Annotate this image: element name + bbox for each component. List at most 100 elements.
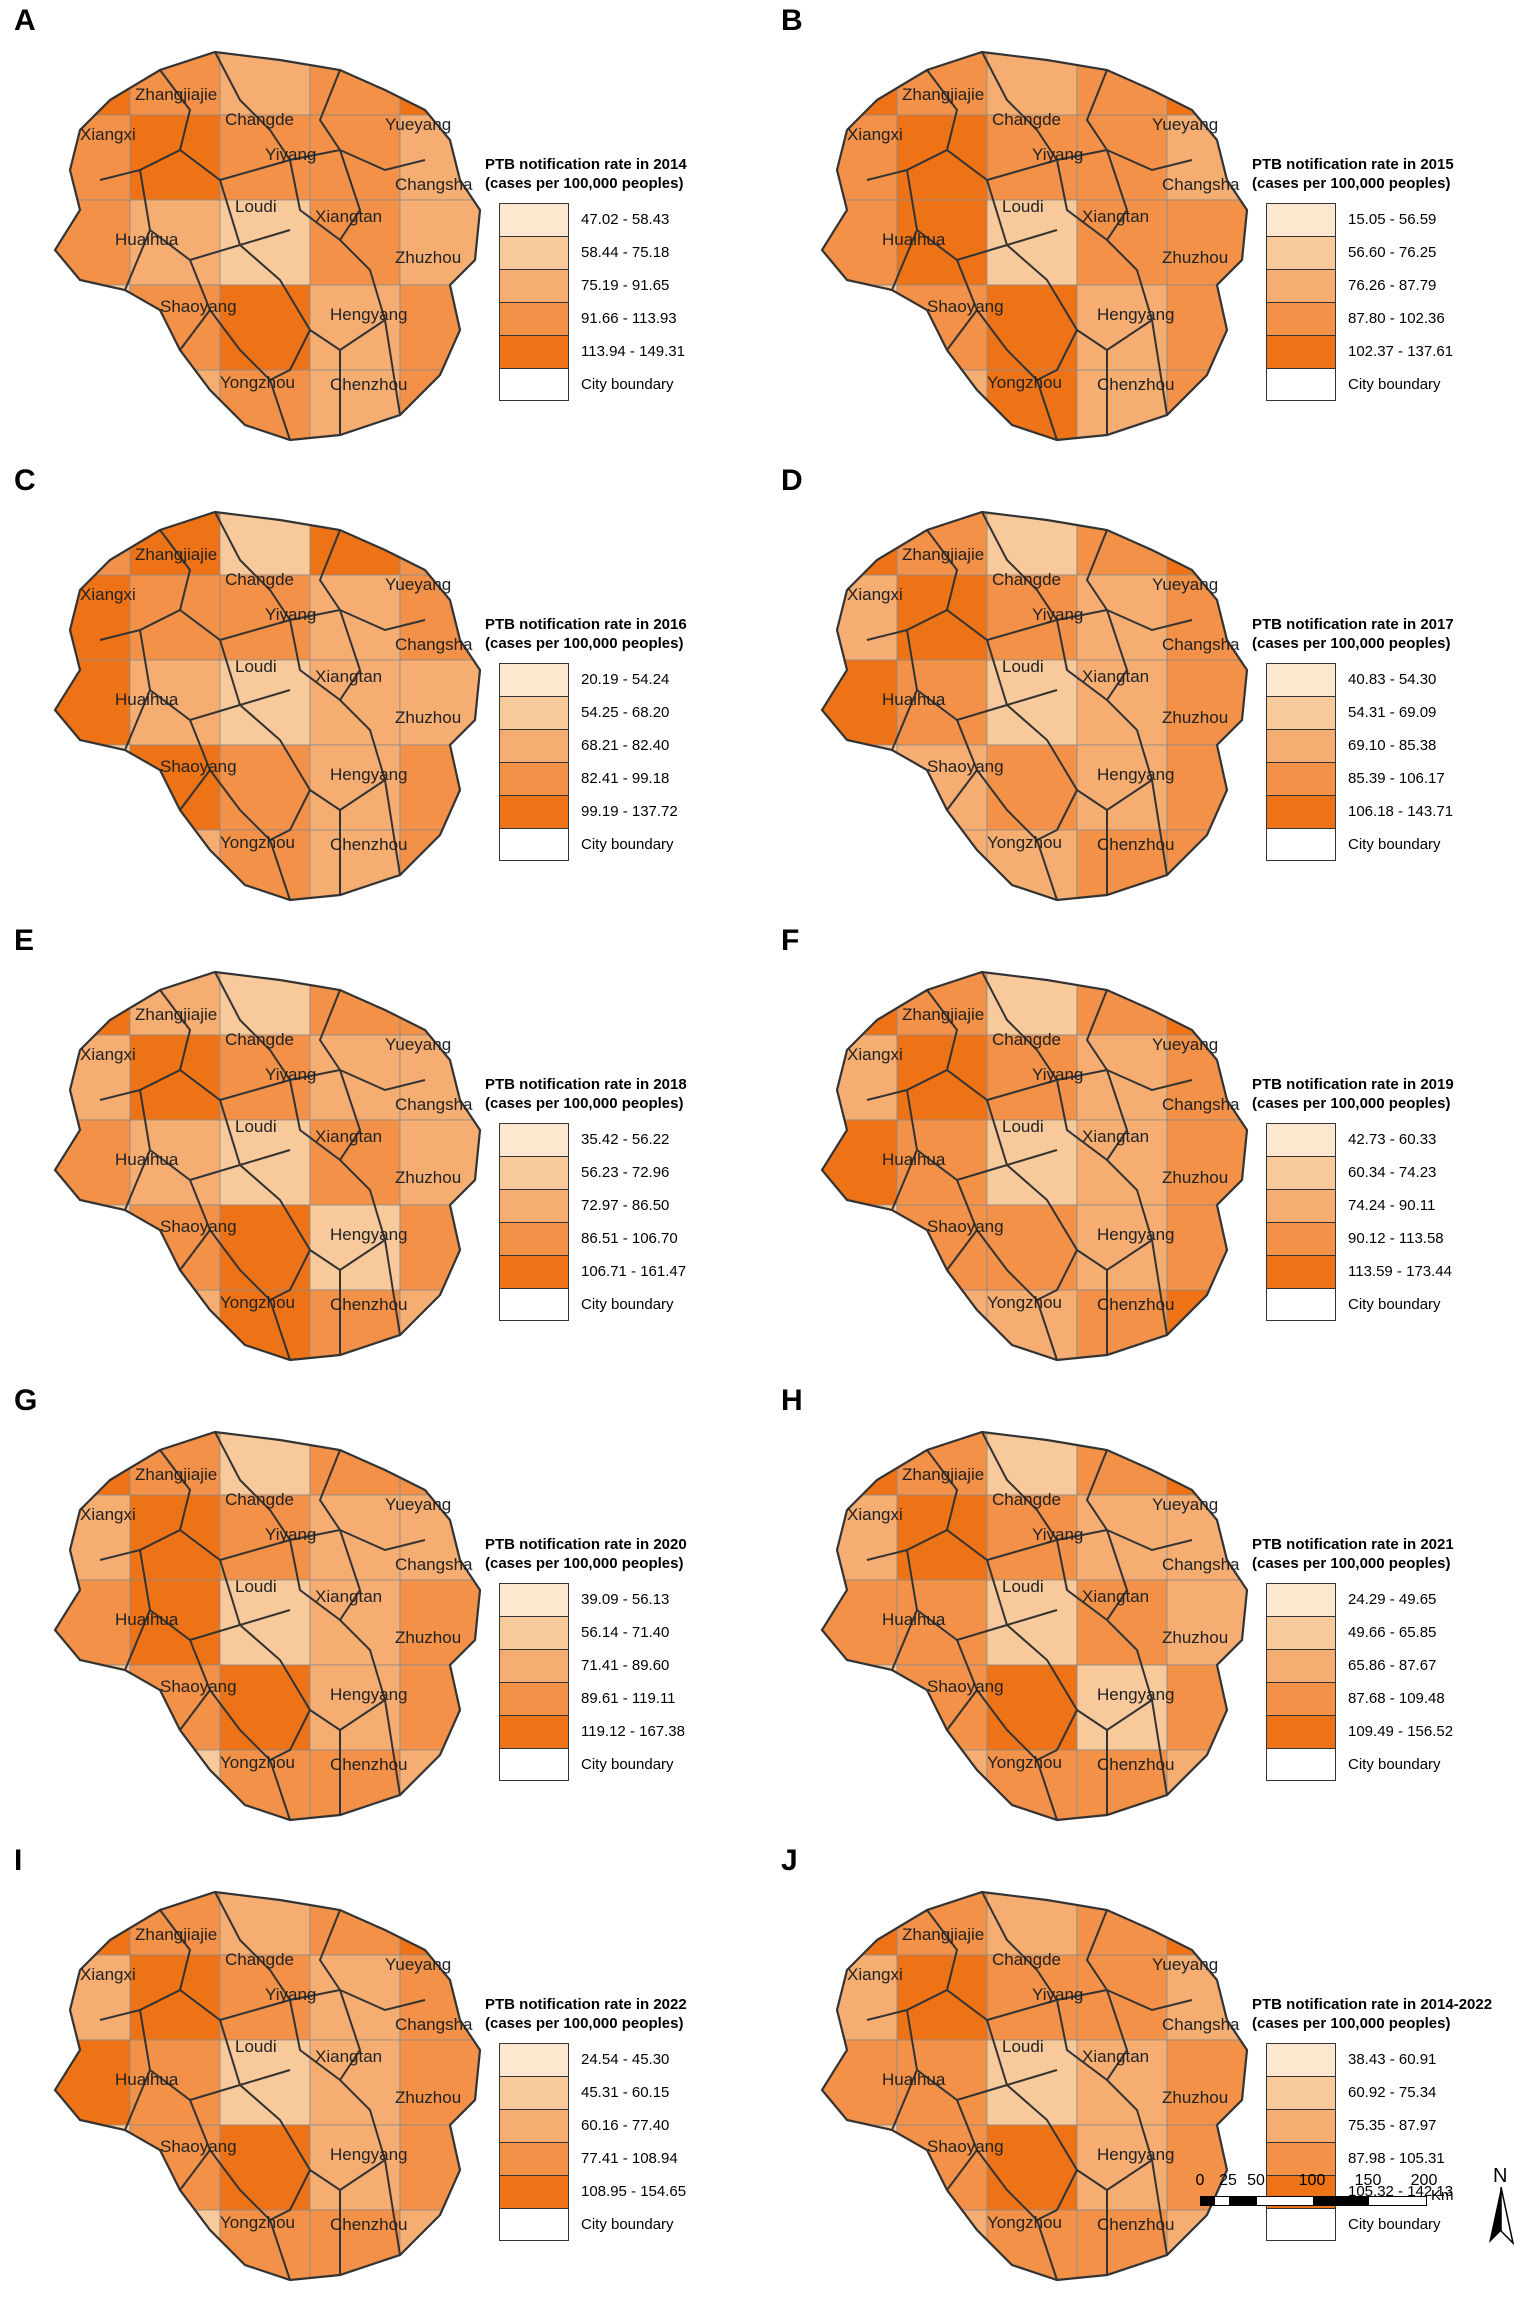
city-label: Huaihua (882, 1150, 946, 1169)
county-region (1166, 1204, 1247, 1291)
city-label: Yiyang (265, 605, 316, 624)
map-panel-c: C Zhangjiajie Changde Yueyang Xiangxi Yiyang C… (0, 460, 767, 920)
city-label: Loudi (1002, 197, 1044, 216)
county-region (309, 2124, 401, 2211)
legend-boundary-label: City boundary (581, 1756, 674, 1773)
city-label: Zhuzhou (395, 708, 461, 727)
panel-letter: C (14, 464, 36, 497)
legend-class-label: 54.31 - 69.09 (1348, 704, 1437, 721)
legend-swatch (499, 1123, 569, 1156)
choropleth-map: Zhangjiajie Changde Yueyang Xiangxi Yiyang Ch… (820, 970, 1249, 1362)
legend-class-label: 87.80 - 102.36 (1348, 310, 1445, 327)
legend-rows: 35.42 - 56.22 56.23 - 72.96 72.97 - 86.50 8… (499, 1123, 755, 1321)
city-label: Huaihua (115, 1150, 179, 1169)
choropleth-map: Zhangjiajie Changde Yueyang Xiangxi Yiyang Ch… (820, 510, 1249, 902)
county-region (822, 1432, 898, 1496)
choropleth-map: Zhangjiajie Changde Yueyang Xiangxi Yiyang Ch… (53, 1430, 482, 1822)
city-boundary-line (946, 1529, 1108, 1562)
legend-class-row: 49.66 - 65.85 (1266, 1616, 1522, 1649)
city-boundary-line (179, 609, 341, 642)
legend-swatch (499, 1616, 569, 1649)
legend-boundary-row: City boundary (499, 2208, 755, 2241)
city-label: Changde (992, 1490, 1061, 1509)
legend-boundary-row: City boundary (499, 1288, 755, 1321)
city-boundary-line (189, 2099, 291, 2281)
legend-class-row: 45.31 - 60.15 (499, 2076, 755, 2109)
legend-class-label: 40.83 - 54.30 (1348, 671, 1437, 688)
city-label: Loudi (235, 2037, 277, 2056)
legend-swatch (1266, 729, 1336, 762)
city-boundary-line (1036, 789, 1078, 841)
county-region (986, 659, 1078, 746)
legend-swatch (499, 203, 569, 236)
legend-swatch (1266, 2043, 1336, 2076)
legend-subtitle: (cases per 100,000 peoples) (485, 635, 684, 652)
province-outline (53, 50, 482, 442)
legend-swatch (1266, 1222, 1336, 1255)
legend-subtitle: (cases per 100,000 peoples) (485, 1555, 684, 1572)
legend-swatch (499, 2043, 569, 2076)
city-label: Yongzhou (220, 373, 295, 392)
county-region (55, 1204, 131, 1291)
city-label: Shaoyang (160, 757, 237, 776)
county-region (309, 1432, 401, 1496)
legend-class-label: 99.19 - 137.72 (581, 803, 678, 820)
legend-boundary-label: City boundary (1348, 2216, 1441, 2233)
legend-class-row: 74.24 - 90.11 (1266, 1189, 1522, 1222)
legend-swatch (499, 1189, 569, 1222)
legend-boundary-swatch (499, 1748, 569, 1781)
legend-boundary-swatch (1266, 2208, 1336, 2241)
county-region (399, 1664, 480, 1751)
legend-class-label: 49.66 - 65.85 (1348, 1624, 1437, 1641)
legend-boundary-label: City boundary (581, 1296, 674, 1313)
county-region (129, 574, 221, 661)
city-label: Yueyang (385, 575, 451, 594)
city-label: Zhuzhou (395, 1628, 461, 1647)
city-label: Yongzhou (987, 1293, 1062, 1312)
legend-class-label: 82.41 - 99.18 (581, 770, 670, 787)
city-boundary-line (124, 1149, 151, 1211)
county-region (55, 1892, 131, 1956)
county-region (986, 1579, 1078, 1666)
legend-swatch (499, 795, 569, 828)
county-region (1166, 1749, 1247, 1820)
legend-subtitle: (cases per 100,000 peoples) (1252, 1095, 1451, 1112)
city-boundary-line (339, 609, 362, 701)
panel-letter: E (14, 924, 35, 957)
legend-class-row: 60.16 - 77.40 (499, 2109, 755, 2142)
city-boundary-line (986, 179, 1008, 246)
map-legend: PTB notification rate in 2015 (cases per … (1252, 155, 1522, 401)
county-region (1166, 972, 1247, 1036)
county-region (219, 744, 311, 831)
city-label: Chenzhou (330, 1295, 408, 1314)
legend-subtitle: (cases per 100,000 peoples) (1252, 175, 1451, 192)
legend-subtitle: (cases per 100,000 peoples) (485, 175, 684, 192)
city-boundary-line (1056, 159, 1168, 416)
legend-swatch (1266, 795, 1336, 828)
city-boundary-line (1036, 329, 1078, 381)
choropleth-map: Zhangjiajie Changde Yueyang Xiangxi Yiyang Ch… (820, 50, 1249, 442)
legend-class-label: 119.12 - 167.38 (581, 1723, 685, 1740)
city-boundary-line (986, 1559, 1008, 1626)
county-region (1076, 284, 1168, 371)
city-label: Changsha (395, 635, 473, 654)
city-boundary-line (891, 689, 918, 751)
legend-class-row: 77.41 - 108.94 (499, 2142, 755, 2175)
county-region (399, 744, 480, 831)
city-label: Shaoyang (927, 1217, 1004, 1236)
county-region (896, 369, 988, 440)
city-boundary-line (189, 259, 291, 441)
legend-class-row: 87.80 - 102.36 (1266, 302, 1522, 335)
city-boundary-line (219, 1099, 241, 1166)
legend-boundary-row: City boundary (1266, 368, 1522, 401)
county-region (822, 1289, 898, 1360)
legend-boundary-swatch (499, 828, 569, 861)
city-label: Yiyang (265, 1065, 316, 1084)
city-label: Xiangxi (847, 1045, 903, 1064)
city-boundary-line (1106, 149, 1129, 241)
city-boundary-line (179, 1689, 211, 1731)
legend-class-row: 24.29 - 49.65 (1266, 1583, 1522, 1616)
legend-swatch (1266, 302, 1336, 335)
county-region (822, 1664, 898, 1751)
county-region (309, 1119, 401, 1206)
